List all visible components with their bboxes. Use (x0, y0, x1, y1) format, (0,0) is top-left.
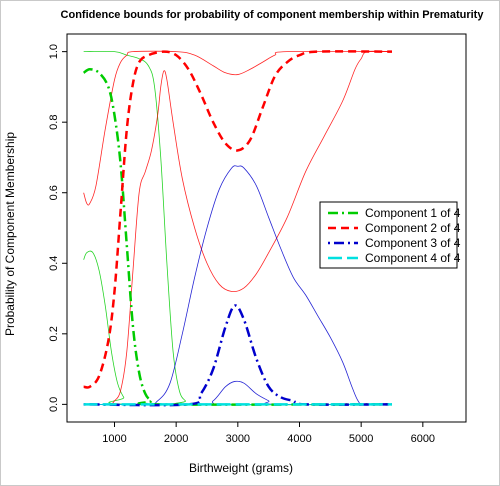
series-3-estimate-line (83, 304, 393, 407)
y-tick-label: 0.8 (48, 115, 60, 130)
y-tick-label: 0.4 (48, 256, 60, 271)
x-tick-label: 5000 (349, 433, 373, 445)
x-tick-label: 2000 (164, 433, 188, 445)
x-tick-label: 3000 (226, 433, 250, 445)
y-axis-label: Probability of Component Membership (3, 132, 17, 336)
x-tick-label: 4000 (287, 433, 311, 445)
series-2-lower-bound (83, 50, 393, 406)
series-2-upper-bound (83, 50, 393, 206)
y-tick-label: 0.6 (48, 185, 60, 200)
x-tick-label: 1000 (102, 433, 126, 445)
legend-entry-1: Component 1 of 4 (365, 206, 461, 220)
x-tick-label: 6000 (411, 433, 435, 445)
chart-title: Confidence bounds for probability of com… (61, 9, 485, 21)
series-2-estimate-line (83, 50, 393, 389)
y-tick-label: 1.0 (48, 44, 60, 59)
x-axis-label: Birthweight (grams) (189, 461, 293, 475)
y-tick-label: 0.2 (48, 326, 60, 341)
legend-entry-4: Component 4 of 4 (365, 251, 461, 265)
series-3-lower-bound (83, 380, 393, 406)
legend-entry-2: Component 2 of 4 (365, 221, 461, 235)
plot-area (82, 50, 393, 407)
series-1-estimate-line (82, 68, 393, 406)
plot-box (66, 33, 467, 423)
legend-entry-3: Component 3 of 4 (365, 236, 461, 250)
series-3-upper-bound (83, 165, 393, 406)
y-tick-label: 0.0 (48, 397, 60, 412)
axes: 1000 2000 3000 4000 5000 6000 0.0 0.2 0.4 0.6 0.8 1… (48, 33, 467, 445)
